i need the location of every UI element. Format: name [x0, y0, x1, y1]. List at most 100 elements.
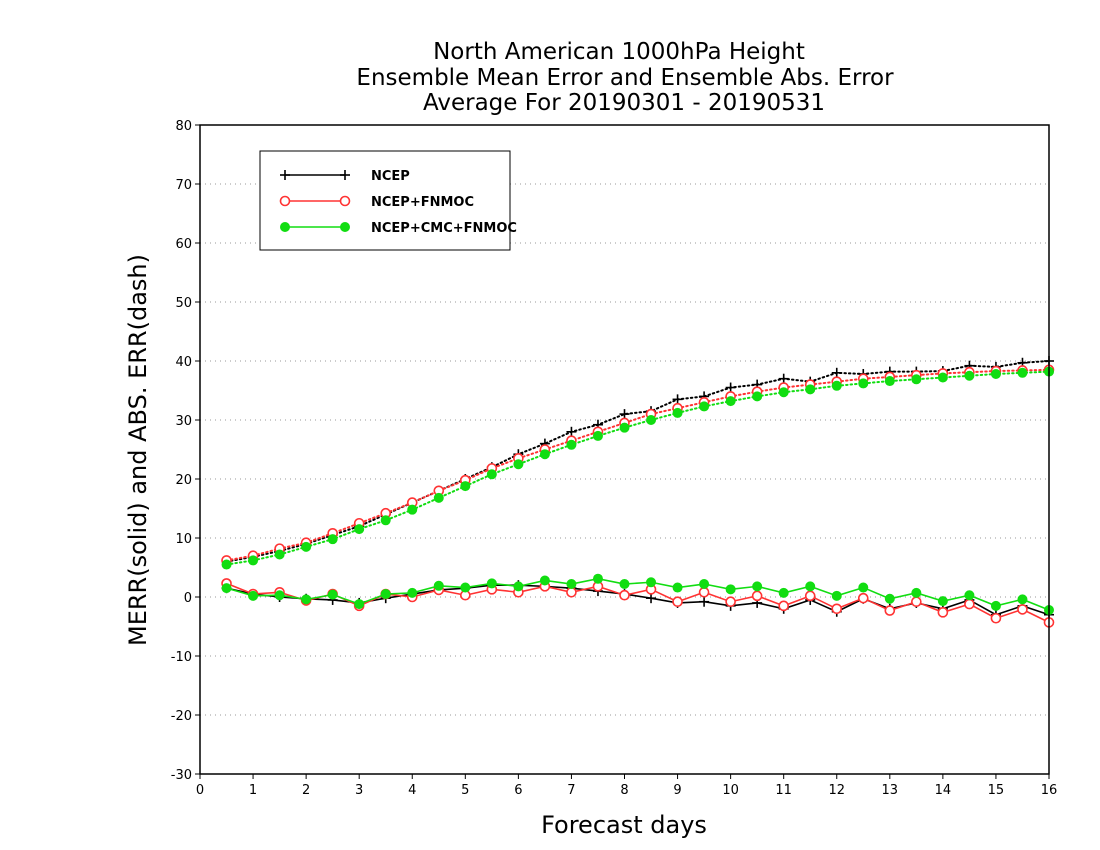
merr-point	[804, 590, 816, 602]
legend-marker	[280, 170, 290, 180]
merr-point	[486, 578, 497, 589]
chart-title-line-3: Average For 20190301 - 20190531	[423, 90, 825, 116]
y-axis-label: MERR(solid) and ABS. ERR(dash)	[124, 254, 152, 646]
abs-err-point	[274, 549, 285, 560]
x-tick-label: 12	[828, 783, 845, 798]
abs-err-point	[699, 401, 710, 412]
merr-point	[301, 594, 312, 605]
merr-point	[221, 583, 232, 594]
merr-point	[831, 603, 843, 615]
abs-err-line	[225, 360, 1050, 563]
abs-err-point	[380, 515, 391, 526]
merr-point	[964, 598, 975, 610]
merr-point	[831, 590, 842, 601]
chart-title-line-1: North American 1000hPa Height	[433, 39, 805, 65]
y-tick-label: 20	[175, 473, 192, 488]
abs-err-point	[619, 422, 630, 433]
series-1	[221, 364, 1055, 628]
y-tick-label: 70	[175, 178, 192, 193]
abs-err-point	[566, 426, 577, 437]
x-tick-label: 13	[882, 783, 899, 798]
grid	[200, 183, 1049, 716]
merr-point	[566, 586, 577, 598]
merr-point	[407, 587, 418, 598]
merr-point	[619, 579, 630, 590]
abs-err-point	[805, 384, 816, 395]
abs-err-point	[990, 368, 1001, 379]
abs-err-point	[911, 374, 922, 385]
abs-err-point	[407, 504, 418, 515]
legend: NCEP NCEP+FNMOC NCEP+CMC+FNMOC	[259, 150, 517, 251]
series-layer	[221, 356, 1055, 628]
abs-err-line	[225, 370, 1050, 566]
x-tick-label: 6	[514, 783, 522, 798]
abs-err-point	[354, 524, 365, 535]
legend-marker	[280, 222, 290, 232]
abs-err-point	[725, 396, 736, 407]
merr-point	[725, 596, 736, 608]
merr-point	[354, 599, 365, 610]
merr-point	[778, 600, 789, 612]
merr-point	[937, 596, 948, 607]
series-2	[221, 366, 1054, 615]
merr-line	[226, 582, 1050, 624]
x-axis-label: Forecast days	[541, 811, 707, 839]
merr-point	[937, 607, 949, 618]
merr-point	[699, 596, 710, 607]
y-tick-label: 0	[184, 591, 192, 606]
x-tick-label: 0	[196, 783, 204, 798]
abs-err-point	[513, 459, 524, 470]
abs-err-point	[327, 534, 338, 545]
merr-point	[699, 579, 710, 590]
merr-point	[433, 580, 444, 591]
merr-point	[1017, 604, 1028, 615]
merr-point	[380, 589, 391, 600]
abs-err-point	[672, 394, 683, 405]
merr-point	[858, 582, 869, 593]
abs-err-point	[619, 409, 630, 420]
merr-point	[805, 581, 816, 592]
merr-point	[751, 590, 763, 602]
x-tick-label: 9	[673, 783, 681, 798]
legend-marks	[279, 170, 351, 232]
abs-err-point	[884, 376, 895, 387]
abs-err-point	[725, 382, 736, 393]
merr-point	[646, 577, 657, 588]
abs-err-point	[831, 367, 842, 378]
x-tick-label: 3	[355, 783, 363, 798]
y-tick-label: -10	[171, 650, 192, 665]
merr-point	[698, 586, 710, 598]
abs-err-point	[672, 407, 683, 418]
merr-point	[857, 592, 869, 604]
merr-point	[778, 587, 789, 598]
merr-point	[752, 581, 763, 592]
x-tick-label: 4	[408, 783, 416, 798]
abs-err-point	[964, 370, 975, 381]
abs-err-point	[831, 380, 842, 391]
x-tick-label: 15	[988, 783, 1005, 798]
x-tick-label: 1	[249, 783, 257, 798]
merr-point	[884, 605, 896, 616]
abs-err-point	[778, 387, 789, 398]
abs-err-point	[858, 378, 869, 389]
x-tick-label: 8	[620, 783, 628, 798]
abs-err-point	[592, 430, 603, 441]
merr-point	[248, 590, 259, 601]
x-tick-label: 11	[775, 783, 792, 798]
plot-frame	[199, 124, 1050, 775]
merr-point	[539, 575, 550, 586]
merr-point	[884, 593, 895, 604]
merr-point	[619, 589, 630, 601]
x-tick-label: 2	[302, 783, 310, 798]
abs-err-point	[433, 492, 444, 503]
legend-marker	[340, 222, 350, 232]
merr-point	[460, 582, 471, 593]
y-tick-label: -20	[171, 709, 192, 724]
merr-point	[990, 600, 1001, 611]
legend-marker	[279, 195, 291, 207]
merr-point	[672, 596, 683, 608]
merr-point	[672, 582, 683, 593]
y-tick-label: 10	[175, 532, 192, 547]
